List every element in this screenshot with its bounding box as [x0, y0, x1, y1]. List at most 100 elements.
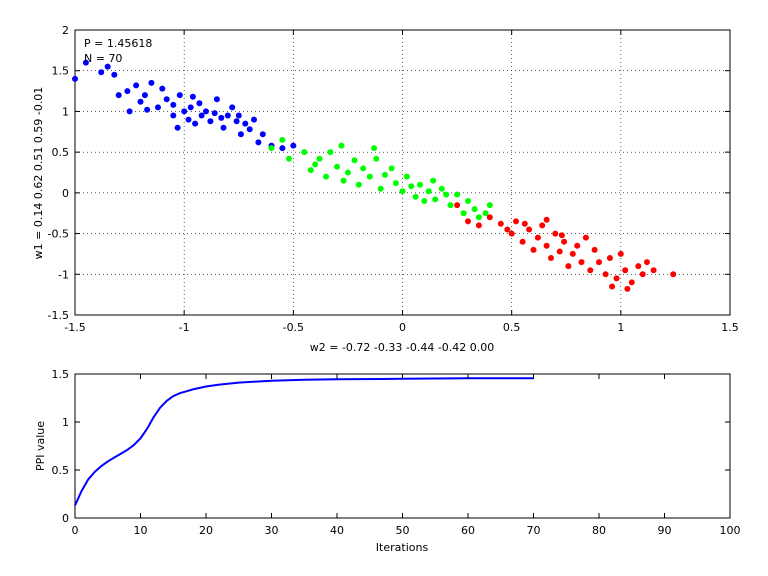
- scatter-point: [323, 173, 330, 180]
- scatter-point: [602, 271, 609, 278]
- scatter-point: [218, 114, 225, 121]
- scatter-point: [373, 155, 380, 162]
- scatter-point: [174, 124, 181, 131]
- line-y-tick-label: 1.5: [52, 368, 70, 381]
- line-x-tick-label: 50: [396, 524, 410, 537]
- scatter-point: [279, 145, 286, 152]
- scatter-point: [189, 93, 196, 100]
- scatter-point: [565, 263, 572, 270]
- scatter-annotation-p: P = 1.45618: [84, 37, 152, 50]
- scatter-point: [624, 285, 631, 292]
- scatter-point: [552, 230, 559, 237]
- scatter-point: [486, 214, 493, 221]
- scatter-ticks: -1.5 -1 -0.5 0 0.5 1 1.5 -1.5 -1 -0.5 0 0.5 1 1.5 2: [48, 24, 739, 334]
- scatter-point: [176, 92, 183, 99]
- scatter-x-tick-label: 1.5: [721, 321, 739, 334]
- scatter-point: [578, 259, 585, 266]
- scatter-point: [454, 202, 461, 209]
- scatter-point: [460, 210, 467, 217]
- scatter-point: [471, 206, 478, 213]
- scatter-point: [192, 120, 199, 127]
- scatter-point: [644, 259, 650, 266]
- scatter-point: [534, 234, 541, 241]
- scatter-point: [111, 71, 118, 78]
- scatter-point: [259, 131, 266, 138]
- scatter-point: [521, 220, 528, 227]
- scatter-point: [639, 271, 646, 278]
- scatter-point: [141, 92, 148, 99]
- line-x-tick-label: 60: [461, 524, 475, 537]
- scatter-point: [558, 232, 565, 239]
- scatter-y-axis-label: w1 = 0.14 0.62 0.51 0.59 -0.01: [32, 87, 45, 260]
- scatter-point: [351, 157, 358, 164]
- scatter-point: [224, 112, 231, 119]
- scatter-point: [211, 110, 218, 117]
- scatter-point: [392, 180, 399, 187]
- scatter-point: [144, 106, 151, 113]
- scatter-point: [203, 108, 209, 115]
- scatter-point: [465, 218, 471, 225]
- scatter-point: [159, 85, 166, 92]
- scatter-point: [526, 226, 533, 233]
- scatter-annotation-n: N = 70: [84, 52, 122, 65]
- scatter-y-tick-label: 1.5: [52, 65, 70, 78]
- scatter-point: [443, 191, 450, 198]
- scatter-y-tick-label: -0.5: [48, 228, 69, 241]
- line-y-axis-label: PPI value: [34, 421, 47, 471]
- scatter-point: [170, 101, 177, 108]
- scatter-point: [519, 238, 526, 245]
- scatter-point: [255, 139, 262, 146]
- scatter-point: [155, 104, 161, 111]
- scatter-x-tick-label: 0: [399, 321, 406, 334]
- scatter-point: [371, 145, 378, 152]
- scatter-point: [635, 263, 642, 270]
- scatter-point: [543, 242, 550, 249]
- scatter-point: [543, 216, 550, 223]
- scatter-point: [316, 155, 323, 162]
- line-x-tick-label: 100: [720, 524, 741, 537]
- line-x-tick-label: 70: [527, 524, 541, 537]
- scatter-x-tick-label: 0.5: [503, 321, 521, 334]
- scatter-point: [334, 163, 340, 170]
- scatter-point: [268, 145, 275, 152]
- scatter-point: [382, 171, 388, 178]
- scatter-point: [539, 222, 546, 229]
- line-y-tick-label: 0: [62, 512, 69, 525]
- scatter-point: [290, 142, 297, 149]
- line-y-tick-label: 0.5: [52, 464, 70, 477]
- scatter-y-tick-label: -1: [58, 268, 69, 281]
- scatter-point: [421, 198, 428, 204]
- scatter-point: [137, 98, 144, 105]
- scatter-point: [344, 169, 351, 176]
- scatter-point: [582, 234, 589, 241]
- scatter-point: [213, 96, 220, 103]
- scatter-x-tick-label: 1: [617, 321, 624, 334]
- scatter-point: [126, 108, 133, 115]
- scatter-point: [170, 112, 177, 119]
- scatter-point: [561, 238, 568, 245]
- scatter-point: [360, 165, 367, 172]
- line-series-group: [74, 377, 534, 506]
- scatter-point: [187, 104, 194, 111]
- scatter-point: [408, 183, 415, 190]
- scatter-point: [513, 218, 519, 225]
- scatter-point: [504, 226, 511, 233]
- scatter-point: [454, 191, 461, 198]
- scatter-point: [430, 177, 437, 184]
- scatter-point: [115, 92, 122, 99]
- scatter-point: [425, 188, 432, 195]
- scatter-y-tick-label: 1: [62, 105, 69, 118]
- scatter-point: [609, 283, 616, 290]
- scatter-point: [242, 120, 249, 127]
- scatter-point: [233, 118, 240, 125]
- scatter-y-tick-label: 2: [62, 24, 69, 37]
- scatter-point: [98, 69, 105, 76]
- scatter-point: [617, 250, 624, 257]
- scatter-point: [229, 104, 236, 111]
- scatter-axes-box: [74, 29, 731, 316]
- scatter-point: [338, 142, 345, 149]
- scatter-point: [613, 275, 620, 282]
- scatter-point: [432, 196, 439, 203]
- scatter-point: [438, 185, 445, 192]
- line-x-tick-label: 10: [134, 524, 148, 537]
